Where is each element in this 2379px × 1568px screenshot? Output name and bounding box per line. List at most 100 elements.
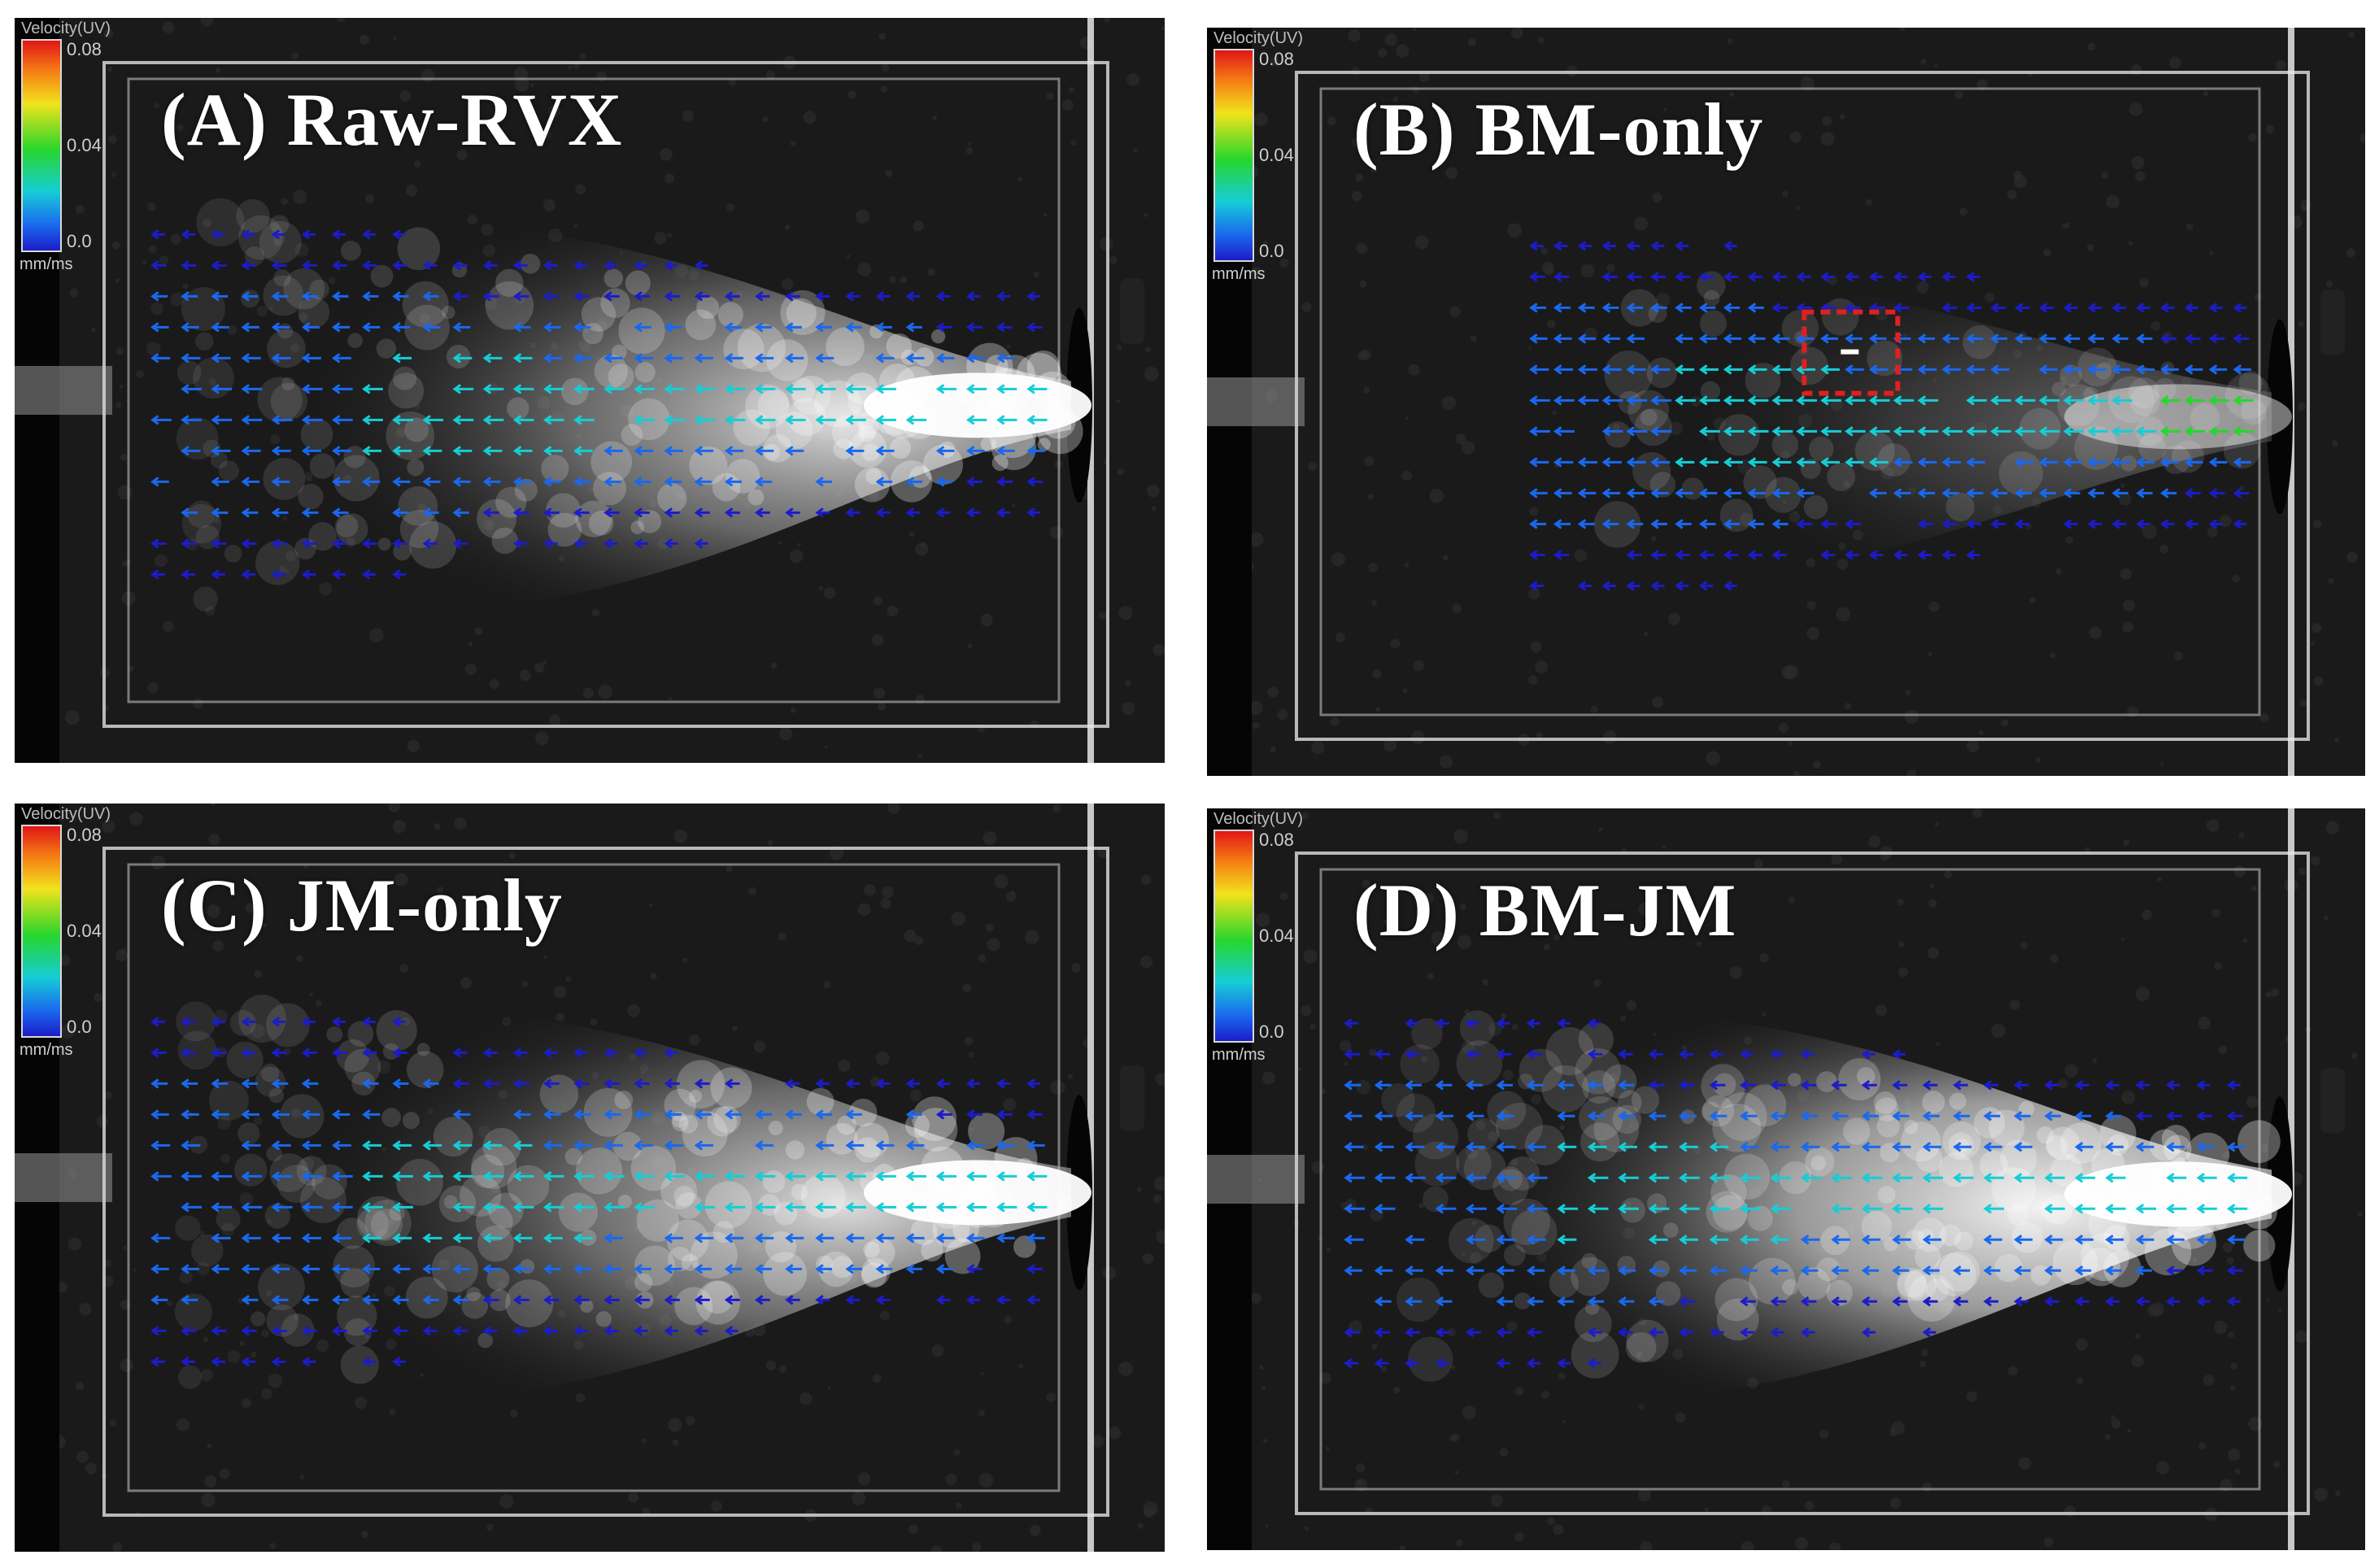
- velocity-vector: [392, 1357, 406, 1367]
- speckle: [1137, 1522, 1144, 1529]
- spray-texture: [505, 1279, 554, 1328]
- piv-scene: [15, 804, 1165, 1552]
- velocity-vector: [1953, 1111, 1970, 1122]
- speckle: [2018, 1457, 2032, 1470]
- velocity-vector: [482, 507, 499, 518]
- speckle: [1279, 258, 1289, 268]
- speckle: [1156, 1230, 1165, 1244]
- spray-texture: [912, 1096, 957, 1141]
- velocity-vector: [1648, 1111, 1667, 1122]
- velocity-vector: [2105, 1204, 2126, 1214]
- spray-texture: [416, 1043, 430, 1056]
- velocity-vector: [1892, 1049, 1906, 1060]
- velocity-vector: [1771, 395, 1793, 406]
- spray-texture: [1749, 1257, 1796, 1305]
- velocity-vector: [2014, 426, 2036, 437]
- velocity-vector: [1796, 488, 1815, 499]
- spray-texture: [2237, 1120, 2281, 1163]
- speckle: [2076, 1338, 2088, 1351]
- velocity-vector: [2136, 303, 2150, 313]
- spray-texture: [1779, 1161, 1812, 1195]
- spray-texture: [255, 540, 300, 586]
- velocity-vector: [1820, 364, 1840, 375]
- speckle: [150, 302, 163, 316]
- speckle: [2209, 250, 2214, 255]
- spray-texture: [1816, 1071, 1837, 1092]
- speckle: [778, 541, 782, 545]
- velocity-vector: [362, 1078, 379, 1089]
- velocity-vector: [1466, 1049, 1482, 1060]
- velocity-vector: [1820, 426, 1841, 437]
- spray-texture: [273, 269, 291, 287]
- spray-texture: [409, 521, 457, 569]
- velocity-vector: [331, 415, 353, 425]
- velocity-vector: [482, 446, 503, 456]
- spray-texture: [309, 453, 336, 479]
- speckle: [1256, 912, 1270, 927]
- velocity-vector: [1723, 457, 1743, 468]
- spray-texture: [1803, 494, 1828, 520]
- spray-texture: [1876, 1114, 1900, 1138]
- spray-texture: [259, 220, 302, 264]
- spray-texture: [713, 1105, 741, 1134]
- speckle: [2266, 1298, 2270, 1302]
- velocity-vector: [392, 538, 407, 549]
- speckle: [1451, 1433, 1460, 1442]
- speckle: [553, 986, 567, 999]
- speckle: [664, 173, 675, 184]
- velocity-vector: [1739, 1142, 1759, 1152]
- speckle: [1349, 1320, 1363, 1335]
- velocity-vector: [2136, 426, 2157, 437]
- speckle: [1562, 1419, 1566, 1424]
- velocity-vector: [875, 322, 892, 333]
- spray-texture: [689, 446, 728, 485]
- spray-texture: [1979, 1150, 2008, 1179]
- velocity-vector: [2111, 364, 2131, 375]
- velocity-vector: [573, 446, 593, 456]
- speckle: [1367, 493, 1374, 500]
- speckle: [133, 1268, 137, 1272]
- velocity-vector: [664, 1048, 678, 1058]
- velocity-vector: [965, 1295, 981, 1305]
- velocity-vector: [1648, 1049, 1663, 1060]
- velocity-vector: [1601, 488, 1621, 499]
- colorbar-title: Velocity(UV): [1213, 810, 1304, 828]
- velocity-vector: [2208, 488, 2225, 499]
- spray-texture: [1790, 346, 1828, 385]
- speckle: [60, 1024, 75, 1039]
- speckle: [434, 823, 441, 830]
- spray-texture: [263, 457, 306, 500]
- colorbar-unit: mm/ms: [20, 1041, 73, 1059]
- spray-texture: [1456, 1040, 1503, 1087]
- speckle: [399, 964, 409, 973]
- speckle: [864, 884, 876, 896]
- velocity-vector: [1577, 457, 1597, 468]
- velocity-vector: [181, 384, 202, 394]
- velocity-vector: [1553, 364, 1574, 375]
- velocity-vector: [271, 1326, 287, 1336]
- velocity-vector: [965, 1140, 985, 1151]
- spray-texture: [1719, 499, 1754, 533]
- velocity-vector: [935, 291, 951, 302]
- velocity-vector: [1868, 488, 1887, 499]
- velocity-vector: [301, 384, 323, 394]
- spray-texture: [2149, 1129, 2181, 1161]
- spray-texture: [865, 468, 882, 485]
- velocity-vector: [1796, 395, 1817, 406]
- spray-texture: [621, 424, 643, 446]
- velocity-vector: [1771, 426, 1793, 437]
- speckle: [1396, 44, 1410, 58]
- velocity-vector: [1771, 519, 1789, 529]
- velocity-vector: [1845, 272, 1859, 282]
- velocity-vector: [905, 353, 925, 364]
- spray-texture: [1593, 1106, 1640, 1152]
- speckle: [823, 587, 836, 599]
- spray-texture: [491, 527, 518, 555]
- velocity-vector: [965, 1202, 987, 1213]
- velocity-vector: [211, 538, 227, 549]
- velocity-vector: [512, 291, 529, 302]
- speckle: [1028, 365, 1035, 372]
- velocity-vector: [1800, 1265, 1819, 1276]
- velocity-vector: [1601, 581, 1617, 591]
- spray-texture: [826, 1122, 858, 1155]
